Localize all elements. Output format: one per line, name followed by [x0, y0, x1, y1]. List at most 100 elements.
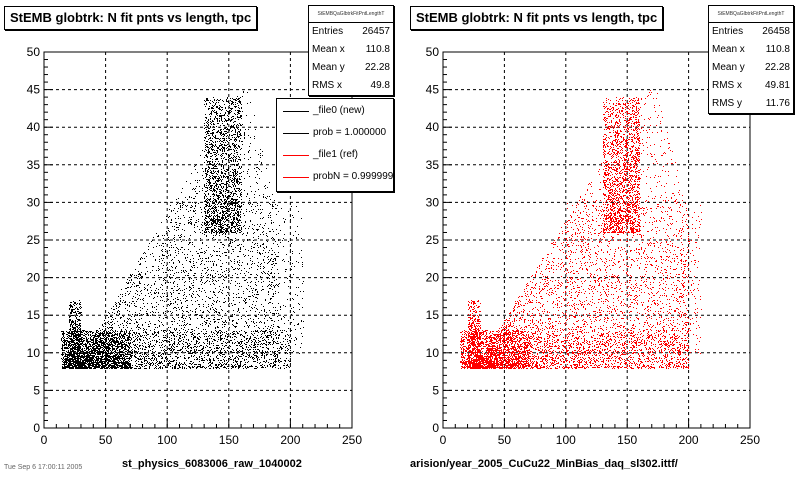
- data-point: [205, 229, 206, 230]
- data-point: [98, 366, 99, 367]
- data-point: [223, 364, 224, 365]
- data-point: [228, 168, 229, 169]
- data-point: [207, 99, 208, 100]
- data-point: [63, 342, 64, 343]
- data-point: [219, 146, 220, 147]
- data-point: [214, 187, 215, 188]
- data-point: [222, 228, 223, 229]
- data-point: [224, 115, 225, 116]
- data-point: [127, 304, 128, 305]
- data-point: [94, 346, 95, 347]
- data-point: [204, 186, 205, 187]
- data-point: [70, 349, 71, 350]
- data-point: [227, 213, 228, 214]
- data-point: [222, 162, 223, 163]
- data-point: [219, 115, 220, 116]
- data-point: [236, 158, 237, 159]
- data-point: [215, 221, 216, 222]
- data-point: [71, 323, 72, 324]
- data-point: [231, 108, 232, 109]
- data-point: [156, 362, 157, 363]
- data-point: [177, 354, 178, 355]
- data-point: [229, 227, 230, 228]
- data-point: [120, 342, 121, 343]
- data-point: [104, 359, 105, 360]
- data-point: [204, 232, 205, 233]
- data-point: [125, 347, 126, 348]
- data-point: [82, 337, 83, 338]
- data-point: [228, 196, 229, 197]
- data-point: [68, 357, 69, 358]
- data-point: [140, 358, 141, 359]
- data-point: [70, 364, 71, 365]
- data-point: [240, 111, 241, 112]
- data-point: [213, 167, 214, 168]
- data-point: [234, 151, 235, 152]
- data-point: [121, 346, 122, 347]
- data-point: [235, 186, 236, 187]
- data-point: [119, 346, 120, 347]
- data-point: [136, 321, 137, 322]
- data-point: [77, 329, 78, 330]
- data-point: [206, 216, 207, 217]
- data-point: [232, 116, 233, 117]
- data-point: [95, 365, 96, 366]
- data-point: [229, 119, 230, 120]
- data-point: [222, 144, 223, 145]
- data-point: [86, 348, 87, 349]
- data-point: [208, 202, 209, 203]
- scatter-points: [61, 91, 304, 369]
- data-point: [95, 354, 96, 355]
- data-point: [85, 346, 86, 347]
- data-point: [223, 183, 224, 184]
- data-point: [109, 343, 110, 344]
- data-point: [210, 163, 211, 164]
- data-point: [94, 351, 95, 352]
- data-point: [221, 166, 222, 167]
- data-point: [239, 191, 240, 192]
- data-point: [231, 111, 232, 112]
- data-point: [215, 154, 216, 155]
- data-point: [226, 208, 227, 209]
- data-point: [67, 338, 68, 339]
- data-point: [93, 337, 94, 338]
- data-point: [70, 352, 71, 353]
- data-point: [79, 323, 80, 324]
- data-point: [81, 344, 82, 345]
- data-point: [210, 116, 211, 117]
- data-point: [118, 363, 119, 364]
- data-point: [73, 333, 74, 334]
- data-point: [240, 102, 241, 103]
- data-point: [126, 332, 127, 333]
- data-point: [270, 215, 271, 216]
- data-point: [233, 186, 234, 187]
- data-point: [91, 362, 92, 363]
- data-point: [116, 359, 117, 360]
- data-point: [209, 205, 210, 206]
- data-point: [108, 338, 109, 339]
- data-point: [71, 313, 72, 314]
- data-point: [86, 338, 87, 339]
- data-point: [221, 107, 222, 108]
- data-point: [80, 348, 81, 349]
- data-point: [72, 349, 73, 350]
- data-point: [106, 346, 107, 347]
- data-point: [237, 363, 238, 364]
- data-point: [67, 332, 68, 333]
- data-point: [180, 341, 181, 342]
- data-point: [70, 350, 71, 351]
- data-point: [229, 196, 230, 197]
- data-point: [220, 125, 221, 126]
- data-point: [72, 325, 73, 326]
- data-point: [122, 362, 123, 363]
- data-point: [120, 346, 121, 347]
- data-point: [219, 230, 220, 231]
- data-point: [217, 181, 218, 182]
- data-point: [228, 231, 229, 232]
- data-point: [244, 158, 245, 159]
- data-point: [86, 349, 87, 350]
- data-point: [73, 315, 74, 316]
- data-point: [72, 358, 73, 359]
- data-point: [224, 125, 225, 126]
- data-point: [222, 150, 223, 151]
